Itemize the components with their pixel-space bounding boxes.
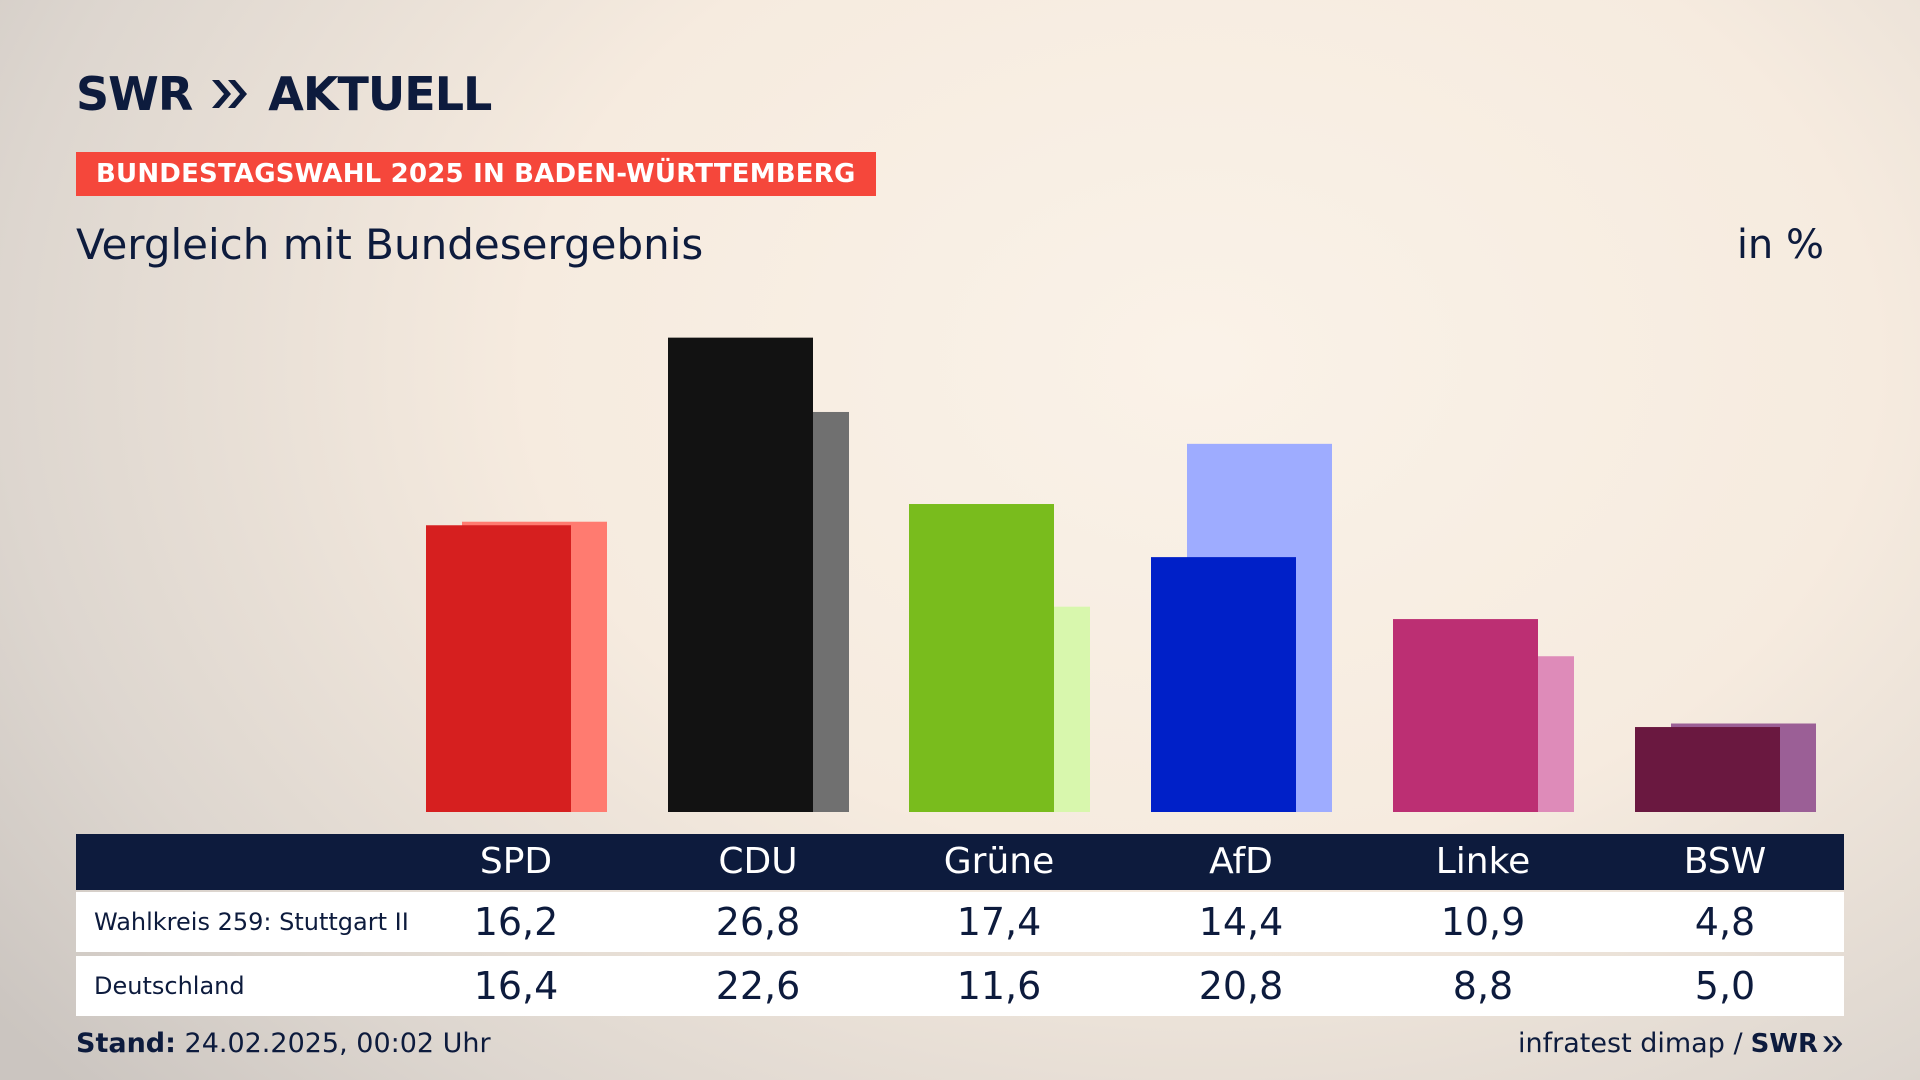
- col-cdu: CDU: [718, 841, 798, 882]
- cell-deutschland-afd: 20,8: [1198, 964, 1284, 1008]
- logo-aktuell-text: AKTUELL: [268, 67, 492, 121]
- bar-chart: [426, 337, 1816, 812]
- double-chevron-icon: [1823, 1035, 1843, 1052]
- col-bsw: BSW: [1683, 841, 1767, 882]
- bar-wahlkreis-bsw: [1635, 727, 1780, 812]
- stand-value: 24.02.2025, 00:02 Uhr: [184, 1028, 491, 1059]
- logo-swr-text: SWR: [76, 67, 193, 121]
- stand-label: Stand:: [76, 1028, 176, 1059]
- cell-wahlkreis-spd: 16,2: [473, 900, 559, 944]
- cell-deutschland-gruene: 11,6: [956, 964, 1042, 1008]
- cell-deutschland-linke: 8,8: [1452, 964, 1514, 1008]
- cell-wahlkreis-afd: 14,4: [1198, 900, 1284, 944]
- table-row-wahlkreis: Wahlkreis 259: Stuttgart II 16,2 26,8 17…: [76, 892, 1844, 952]
- source-credit: infratest dimap / SWR: [1518, 1028, 1844, 1059]
- timestamp: Stand: 24.02.2025, 00:02 Uhr: [76, 1028, 491, 1059]
- bar-wahlkreis-spd: [426, 525, 571, 812]
- cell-deutschland-cdu: 22,6: [715, 964, 801, 1008]
- cell-wahlkreis-gruene: 17,4: [956, 900, 1042, 944]
- election-badge: BUNDESTAGSWAHL 2025 IN BADEN-WÜRTTEMBERG: [76, 152, 876, 196]
- bar-wahlkreis-afd: [1151, 557, 1296, 812]
- row-label-deutschland: Deutschland: [94, 972, 245, 1000]
- swr-mini-logo-text: SWR: [1750, 1028, 1818, 1059]
- col-gruene: Grüne: [943, 841, 1055, 882]
- bar-wahlkreis-cdu: [668, 337, 813, 812]
- chart-subtitle: Vergleich mit Bundesergebnis: [76, 220, 704, 269]
- swr-aktuell-logo: SWR AKTUELL: [76, 66, 492, 122]
- bar-wahlkreis-linke: [1393, 619, 1538, 812]
- swr-mini-logo: SWR: [1751, 1029, 1844, 1059]
- cell-wahlkreis-bsw: 4,8: [1694, 900, 1756, 944]
- bar-wahlkreis-grüne: [909, 504, 1054, 812]
- source-text: infratest dimap /: [1518, 1028, 1743, 1059]
- cell-deutschland-spd: 16,4: [473, 964, 559, 1008]
- table-header: SPD CDU Grüne AfD Linke BSW: [76, 834, 1844, 890]
- col-spd: SPD: [479, 841, 553, 882]
- cell-wahlkreis-linke: 10,9: [1440, 900, 1526, 944]
- cell-deutschland-bsw: 5,0: [1694, 964, 1756, 1008]
- cell-wahlkreis-cdu: 26,8: [715, 900, 801, 944]
- col-linke: Linke: [1435, 841, 1531, 882]
- double-chevron-icon: [212, 80, 248, 108]
- unit-label: in %: [1736, 222, 1824, 268]
- row-label-wahlkreis: Wahlkreis 259: Stuttgart II: [94, 908, 409, 936]
- table-row-deutschland: Deutschland 16,4 22,6 11,6 20,8 8,8 5,0: [76, 956, 1844, 1016]
- col-afd: AfD: [1209, 841, 1273, 882]
